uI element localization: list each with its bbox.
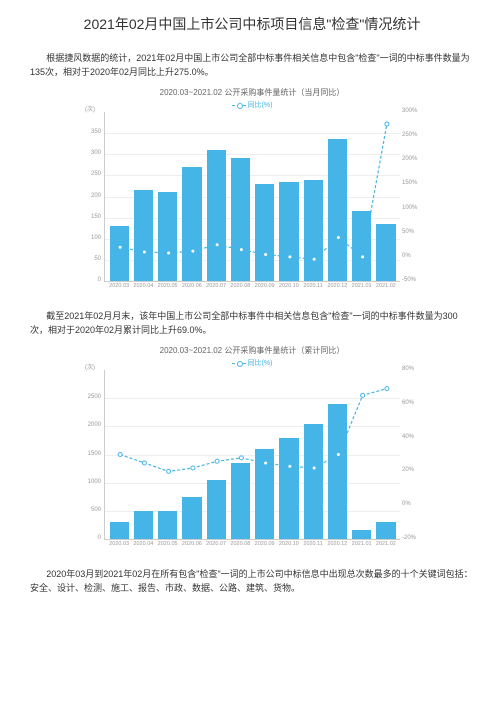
x-tick-label: 2021.02 [376,541,396,547]
bar: 2021.02 [376,224,395,281]
x-tick-label: 2020.11 [303,283,322,289]
y-left-tick: 200 [83,193,101,199]
y-right-tick: 100% [402,205,424,211]
y-left-tick: 2000 [83,422,101,428]
bars-group: 2020.03 2020.04 2020.05 2020.06 2020.07 2020.… [105,112,400,281]
y-left-tick: 1000 [83,479,101,485]
bar: 2020.11 [304,424,323,539]
y-right-tick: 80% [402,366,424,372]
y-left-tick: 2500 [83,394,101,400]
bar: 2020.10 [279,438,298,539]
x-tick-label: 2020.12 [327,283,347,289]
x-tick-label: 2020.12 [327,541,347,547]
x-tick-label: 2020.03 [109,283,129,289]
y-right-tick: 250% [402,132,424,138]
y-right-tick: 60% [402,400,424,406]
bar: 2020.04 [134,511,153,539]
y-left-tick: 350 [83,129,101,135]
chart1-container: 2020.03~2021.02 公开采购事件量统计（当月同比） 同比(%) (次… [82,87,422,282]
x-tick-label: 2021.01 [352,283,372,289]
bar: 2020.08 [231,158,250,281]
x-tick-label: 2020.07 [206,283,226,289]
y-right-tick: 150% [402,180,424,186]
x-tick-label: 2020.09 [255,283,275,289]
chart2-title: 2020.03~2021.02 公开采购事件量统计（累计同比） [82,345,422,356]
intro-paragraph-2: 截至2021年02月月末，该年中国上市公司全部中标事件中相关信息包含"检查"一词… [30,310,474,337]
y-right-tick: -20% [402,535,424,541]
bar: 2020.04 [134,190,153,281]
bar: 2020.09 [255,184,274,281]
y-left-tick: 0 [83,277,101,283]
x-tick-label: 2020.03 [109,541,129,547]
bar: 2021.02 [376,522,395,539]
chart1-legend: 同比(%) [82,100,422,110]
y-left-tick: 250 [83,171,101,177]
y-left-tick: 150 [83,214,101,220]
bar: 2020.03 [110,226,129,281]
y-right-tick: 300% [402,108,424,114]
intro-paragraph-1: 根据捷风数据的统计，2021年02月中国上市公司全部中标事件相关信息中包含"检查… [30,52,474,79]
x-tick-label: 2020.05 [158,541,178,547]
bar: 2020.06 [182,167,201,281]
y-right-tick: 0% [402,501,424,507]
y-left-tick: 50 [83,256,101,262]
x-tick-label: 2020.07 [206,541,226,547]
chart1-legend-label: 同比(%) [248,102,273,109]
x-tick-label: 2020.09 [255,541,275,547]
y-right-tick: 40% [402,434,424,440]
bar: 2020.12 [328,404,347,539]
bar: 2020.07 [207,480,226,539]
x-tick-label: 2020.08 [230,283,250,289]
x-tick-label: 2021.01 [352,541,372,547]
chart1-title: 2020.03~2021.02 公开采购事件量统计（当月同比） [82,87,422,98]
chart1-plot: (次) 050100150200250300350-50%0%50%100%15… [104,112,400,282]
chart2-legend: 同比(%) [82,358,422,368]
x-tick-label: 2020.04 [133,283,153,289]
y-left-tick: 100 [83,235,101,241]
x-tick-label: 2020.06 [182,283,202,289]
x-tick-label: 2021.02 [376,283,396,289]
chart2-y-unit: (次) [85,362,95,371]
y-right-tick: 0% [402,253,424,259]
y-left-tick: 1500 [83,451,101,457]
y-right-tick: -50% [402,277,424,283]
chart2-legend-label: 同比(%) [248,360,273,367]
bar: 2020.07 [207,150,226,281]
x-tick-label: 2020.06 [182,541,202,547]
x-tick-label: 2020.08 [230,541,250,547]
x-tick-label: 2020.04 [133,541,153,547]
bar: 2020.10 [279,182,298,281]
y-left-tick: 300 [83,150,101,156]
y-right-tick: 50% [402,229,424,235]
y-right-tick: 200% [402,156,424,162]
chart1-y-unit: (次) [85,104,95,113]
bar: 2020.06 [182,497,201,539]
bar: 2020.05 [158,511,177,539]
x-tick-label: 2020.11 [303,541,322,547]
bar: 2021.01 [352,211,371,281]
bar: 2021.01 [352,530,371,539]
bar: 2020.03 [110,522,129,539]
bar: 2020.08 [231,463,250,539]
page-title: 2021年02月中国上市公司中标项目信息"检查"情况统计 [30,14,474,34]
y-right-tick: 20% [402,467,424,473]
x-tick-label: 2020.10 [279,541,299,547]
y-left-tick: 500 [83,507,101,513]
intro-paragraph-3: 2020年03月到2021年02月在所有包含"检查"一词的上市公司中标信息中出现… [30,568,474,595]
bars-group: 2020.03 2020.04 2020.05 2020.06 2020.07 2020.… [105,370,400,539]
x-tick-label: 2020.10 [279,283,299,289]
bar: 2020.12 [328,139,347,281]
x-tick-label: 2020.05 [158,283,178,289]
bar: 2020.05 [158,192,177,281]
bar: 2020.09 [255,449,274,539]
y-left-tick: 0 [83,535,101,541]
chart2-plot: (次) 05001000150020002500-20%0%20%40%60%8… [104,370,400,540]
bar: 2020.11 [304,180,323,281]
chart2-container: 2020.03~2021.02 公开采购事件量统计（累计同比） 同比(%) (次… [82,345,422,540]
